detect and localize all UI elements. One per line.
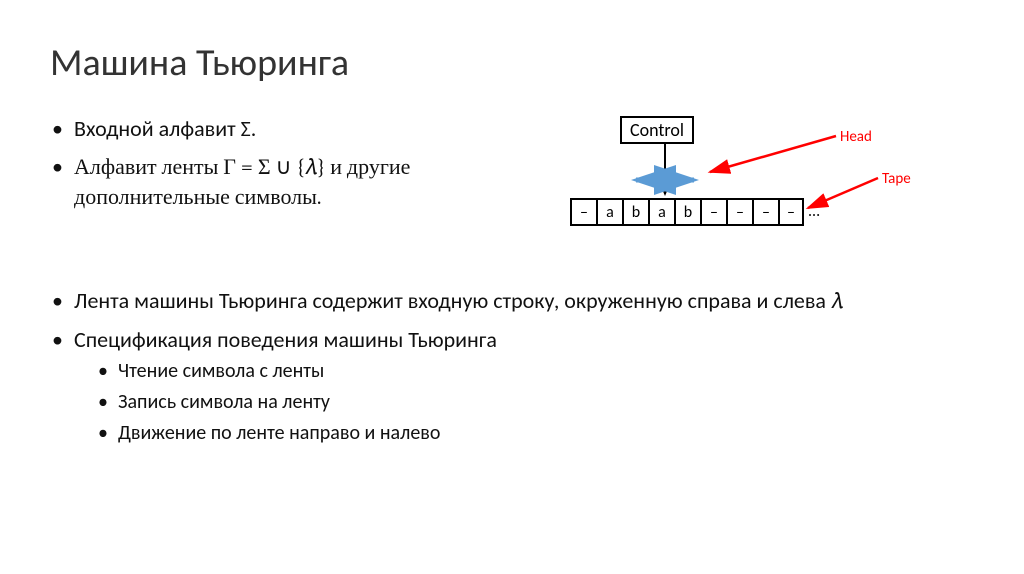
slide-title: Машина Тьюринга	[50, 40, 974, 86]
top-bullets: Входной алфавит Σ. Алфавит ленты Γ = Σ ∪…	[50, 114, 530, 221]
diagram-svg	[550, 116, 930, 256]
bullet-tape-alphabet: Алфавит ленты Γ = Σ ∪ {𝜆} и другие допол…	[74, 152, 530, 213]
head-label-arrow	[710, 136, 836, 172]
content-row: Входной алфавит Σ. Алфавит ленты Γ = Σ ∪…	[50, 114, 974, 256]
lower-bullets: Лента машины Тьюринга содержит входную с…	[50, 286, 974, 447]
tape-cell: –	[700, 198, 726, 226]
tape-cell: b	[622, 198, 648, 226]
sub-bullets: Чтение символа с ленты Запись символа на…	[74, 358, 974, 447]
tape-cell: –	[778, 198, 804, 226]
bullet-text: Спецификация поведения машины Тьюринга	[74, 326, 497, 353]
turing-diagram: Control	[550, 116, 930, 256]
bullet-text: Лента машины Тьюринга содержит входную с…	[74, 287, 831, 314]
sub-move: Движение по ленте направо и налево	[118, 420, 974, 447]
head-label: Head	[840, 128, 872, 146]
tape-cell: –	[726, 198, 752, 226]
tape-cell: –	[570, 198, 596, 226]
tape-label: Tape	[882, 170, 911, 188]
tape: – a b a b – – – –	[570, 198, 804, 226]
sub-write: Запись символа на ленту	[118, 389, 974, 416]
sub-read: Чтение символа с ленты	[118, 358, 974, 385]
tape-cell: a	[648, 198, 674, 226]
tape-cell: a	[596, 198, 622, 226]
tape-ellipsis: ...	[808, 202, 820, 221]
bullet-text: Чтение символа с ленты	[118, 359, 324, 383]
bullet-text: Алфавит ленты Γ = Σ ∪ {𝜆} и другие допол…	[74, 154, 410, 211]
bullet-tape-contains: Лента машины Тьюринга содержит входную с…	[74, 286, 974, 317]
bullet-spec: Спецификация поведения машины Тьюринга Ч…	[74, 325, 974, 448]
bullet-text: Входной алфавит Σ.	[74, 115, 256, 142]
bullet-text: Запись символа на ленту	[118, 390, 330, 414]
bullet-text: Движение по ленте направо и налево	[118, 421, 440, 445]
tape-cell: –	[752, 198, 778, 226]
lambda-symbol: 𝜆	[831, 288, 843, 314]
tape-cell: b	[674, 198, 700, 226]
bullet-input-alphabet: Входной алфавит Σ.	[74, 114, 530, 144]
